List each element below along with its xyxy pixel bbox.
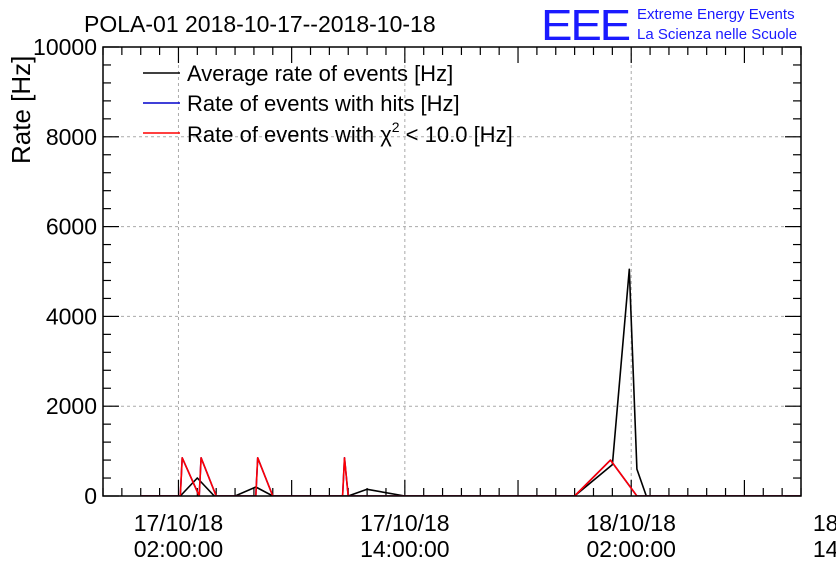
axis-ticks [102, 46, 802, 497]
series-line-1 [140, 456, 801, 496]
plot-frame [102, 46, 802, 497]
y-tick-label-2: 4000 [46, 303, 97, 329]
legend-label-chi2-rest: < 10.0 [Hz] [400, 122, 513, 147]
legend-label-chi2-sup: 2 [392, 119, 400, 135]
legend-label-chi2: Rate of events with χ2 < 10.0 [Hz] [187, 119, 513, 147]
x-tick-label-date-1: 17/10/18 [360, 510, 450, 536]
series-lines [140, 268, 801, 496]
y-tick-label-0: 0 [84, 483, 97, 509]
series-line-0 [140, 268, 801, 496]
y-tick-label-5: 10000 [33, 34, 97, 60]
chart-title: POLA-01 2018-10-17--2018-10-18 [84, 11, 436, 37]
x-tick-label-date-2: 18/10/18 [586, 510, 676, 536]
x-tick-label-time-2: 02:00:00 [586, 536, 676, 562]
legend-label-chi2-main: Rate of events with χ [187, 122, 392, 147]
legend: Average rate of events [Hz] Rate of even… [143, 61, 513, 147]
series-line-2 [140, 456, 801, 496]
x-tick-label-time-1: 14:00:00 [360, 536, 450, 562]
legend-label-average: Average rate of events [Hz] [187, 61, 453, 86]
legend-label-hits: Rate of events with hits [Hz] [187, 91, 460, 116]
eee-logo-mark: EEE [541, 1, 630, 50]
y-tick-label-1: 2000 [46, 393, 97, 419]
x-tick-label-date-0: 17/10/18 [134, 510, 224, 536]
y-tick-labels: 0 2000 4000 6000 8000 10000 [33, 34, 97, 509]
x-tick-label-date-3: 18/10/18 [813, 510, 836, 536]
eee-logo: EEE Extreme Energy Events La Scienza nel… [541, 1, 797, 50]
y-tick-label-3: 6000 [46, 214, 97, 240]
y-tick-label-4: 8000 [46, 124, 97, 150]
x-tick-labels: 17/10/1802:00:0017/10/1814:00:0018/10/18… [134, 510, 836, 562]
grid [103, 47, 801, 496]
x-tick-label-time-3: 14:00:00 [813, 536, 836, 562]
eee-logo-line2: La Scienza nelle Scuole [637, 26, 797, 43]
x-tick-label-time-0: 02:00:00 [134, 536, 224, 562]
eee-logo-line1: Extreme Energy Events [637, 6, 795, 23]
y-axis-label: Rate [Hz] [6, 56, 36, 164]
